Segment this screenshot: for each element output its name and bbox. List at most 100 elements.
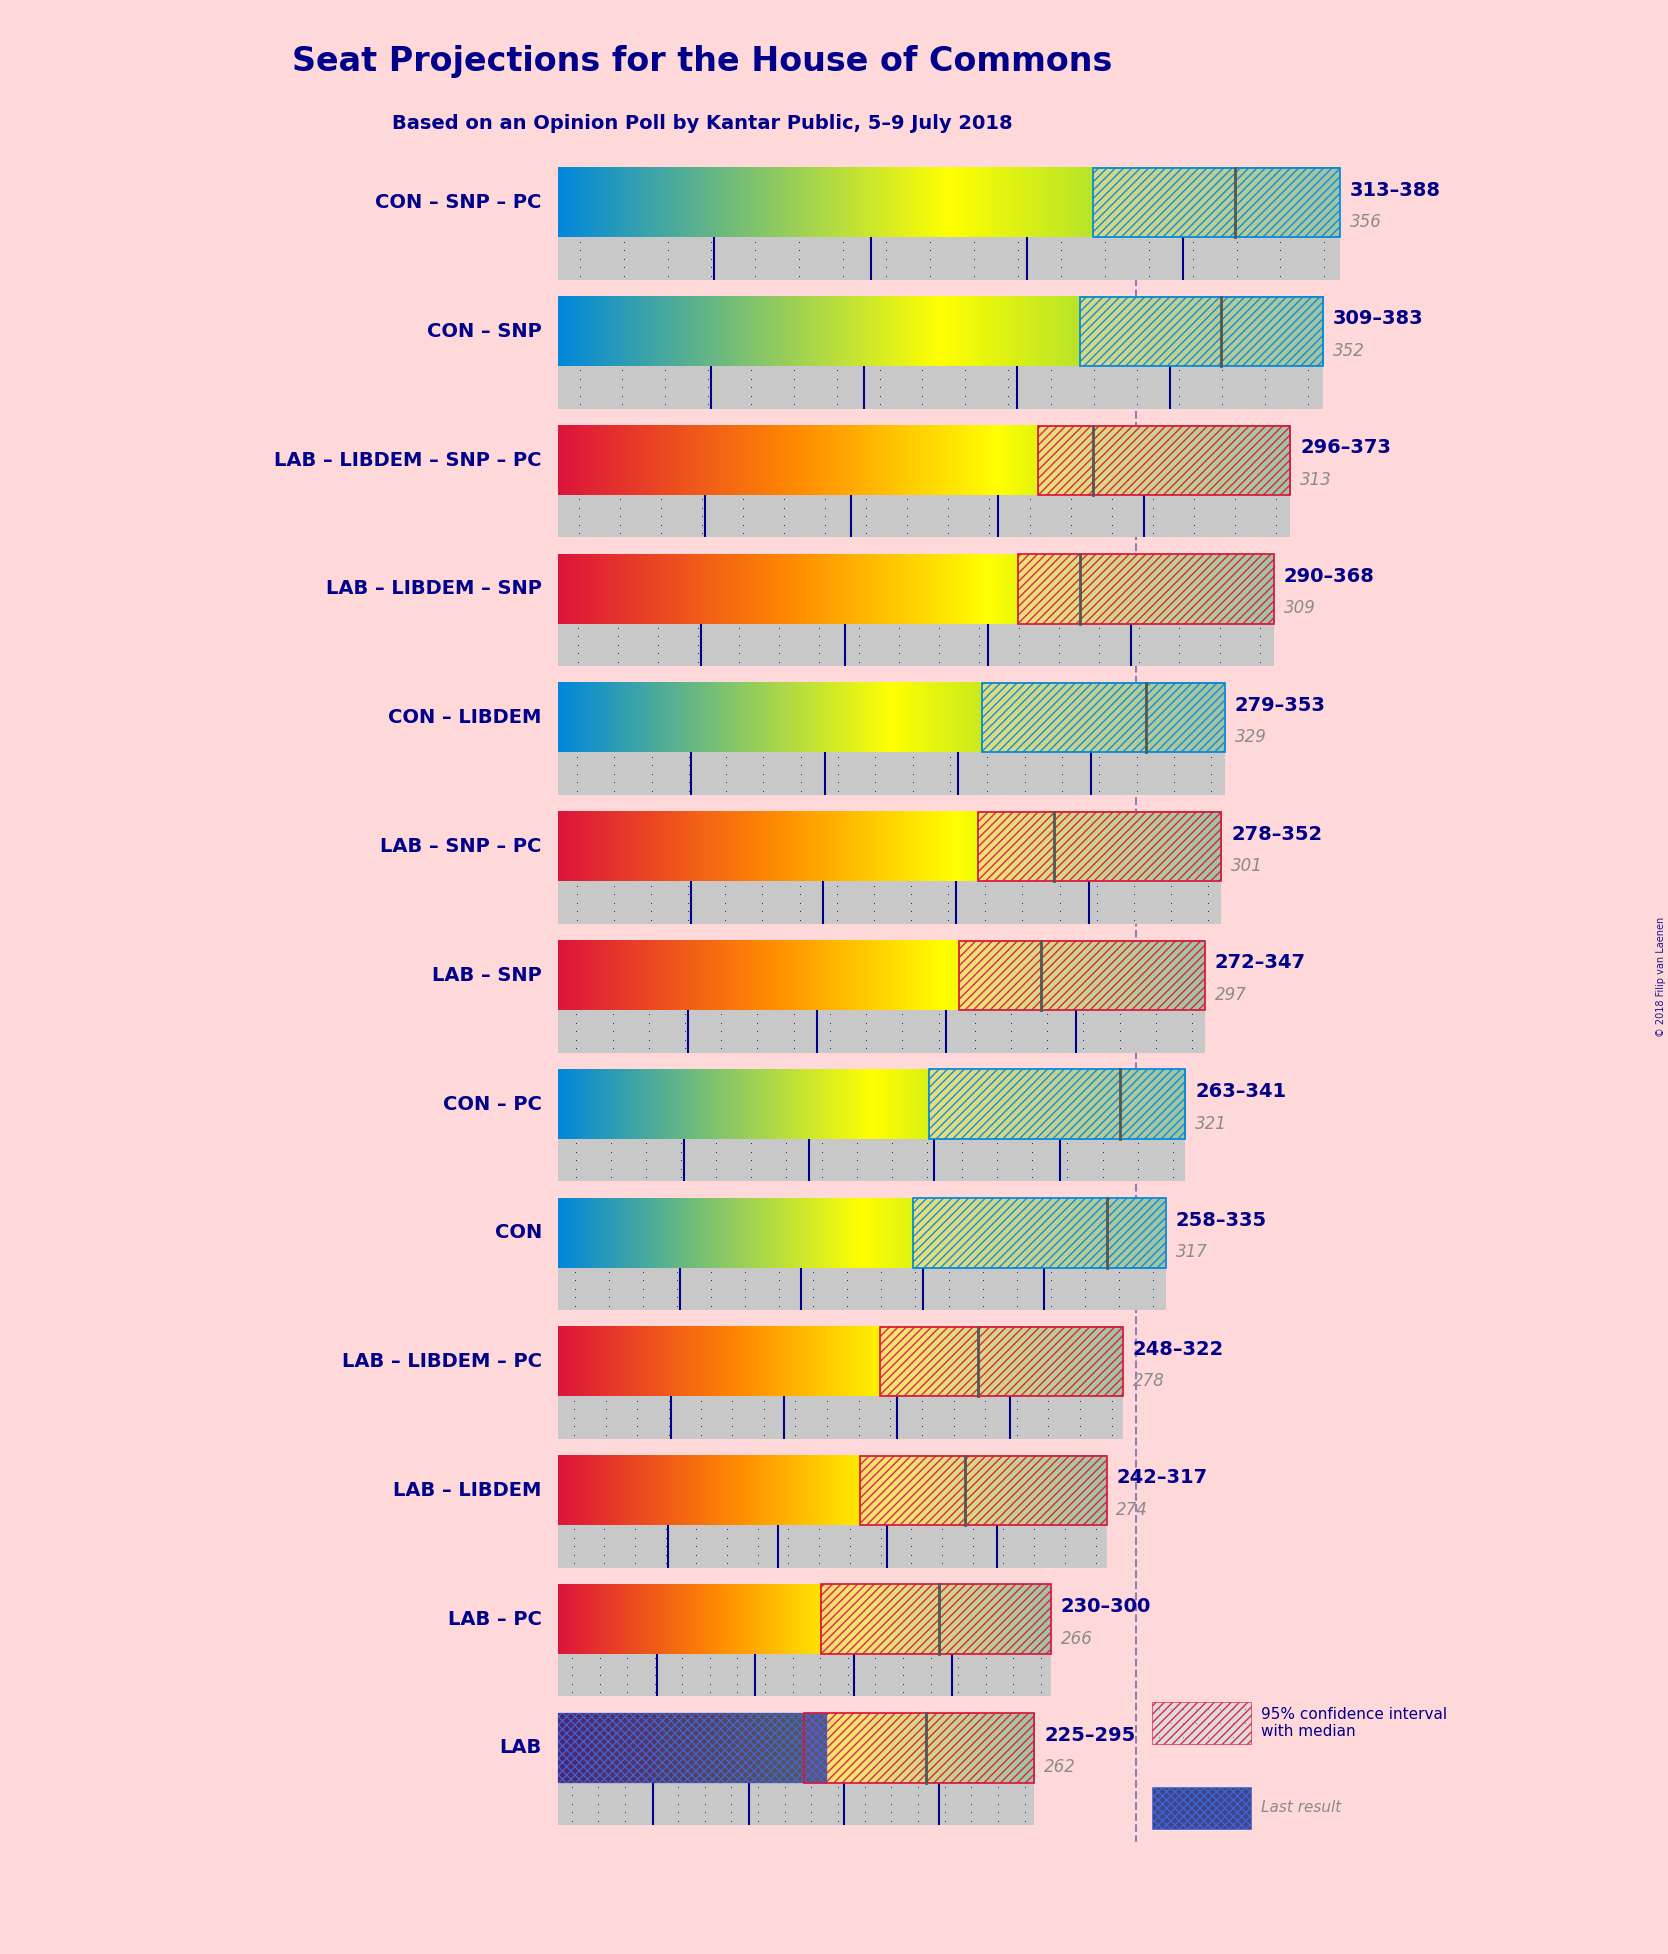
Bar <box>929 1069 1186 1139</box>
Text: Last result: Last result <box>1261 1800 1341 1815</box>
Bar <box>1081 297 1323 365</box>
Bar <box>929 1069 1186 1139</box>
Bar <box>861 1456 1106 1526</box>
Bar <box>1017 555 1274 623</box>
Bar <box>982 684 1224 752</box>
Bar <box>804 1714 1034 1782</box>
Text: 290–368: 290–368 <box>1284 567 1374 586</box>
Text: 278: 278 <box>1133 1372 1164 1389</box>
Bar <box>804 1714 1034 1782</box>
Bar <box>861 1456 1106 1526</box>
Text: 266: 266 <box>1061 1630 1093 1647</box>
Bar <box>559 236 1339 279</box>
Text: 262: 262 <box>1044 1759 1076 1776</box>
Bar <box>979 811 1221 881</box>
Text: 274: 274 <box>1116 1501 1148 1518</box>
Bar <box>982 684 1224 752</box>
Text: 313–388: 313–388 <box>1349 180 1441 199</box>
Bar <box>559 1010 1204 1053</box>
Text: 352: 352 <box>1333 342 1364 360</box>
Bar <box>559 1526 1106 1567</box>
Text: 278–352: 278–352 <box>1231 825 1323 844</box>
Text: CON – SNP – PC: CON – SNP – PC <box>375 193 542 213</box>
Bar <box>1094 168 1339 236</box>
Bar <box>959 940 1204 1010</box>
Text: LAB – LIBDEM – PC: LAB – LIBDEM – PC <box>342 1352 542 1372</box>
Text: Seat Projections for the House of Commons: Seat Projections for the House of Common… <box>292 45 1113 78</box>
Text: 279–353: 279–353 <box>1234 696 1326 715</box>
Text: 309–383: 309–383 <box>1333 309 1424 328</box>
Bar <box>929 1069 1186 1139</box>
Bar <box>959 940 1204 1010</box>
Text: 242–317: 242–317 <box>1116 1467 1208 1487</box>
Bar <box>559 623 1274 666</box>
Text: 313: 313 <box>1301 471 1333 488</box>
Bar <box>1094 168 1339 236</box>
Bar <box>979 811 1221 881</box>
Text: LAB: LAB <box>499 1739 542 1757</box>
Bar <box>1153 1786 1251 1829</box>
Bar <box>861 1456 1106 1526</box>
Text: LAB – SNP: LAB – SNP <box>432 965 542 985</box>
Bar <box>982 684 1224 752</box>
Text: 248–322: 248–322 <box>1133 1340 1224 1358</box>
Bar <box>912 1198 1166 1268</box>
Text: Based on an Opinion Poll by Kantar Public, 5–9 July 2018: Based on an Opinion Poll by Kantar Publi… <box>392 113 1012 133</box>
Bar <box>559 1714 827 1782</box>
Bar <box>912 1198 1166 1268</box>
Bar <box>559 1653 1051 1696</box>
Bar <box>1094 168 1339 236</box>
Bar <box>559 494 1291 537</box>
Bar <box>881 1327 1123 1397</box>
Text: 321: 321 <box>1196 1114 1228 1133</box>
Text: 297: 297 <box>1214 985 1246 1004</box>
Bar <box>559 1139 1186 1182</box>
Text: 329: 329 <box>1234 729 1266 746</box>
Bar <box>1017 555 1274 623</box>
Text: LAB – LIBDEM – SNP: LAB – LIBDEM – SNP <box>325 580 542 598</box>
Text: 301: 301 <box>1231 858 1263 875</box>
Text: CON – PC: CON – PC <box>444 1094 542 1114</box>
Text: LAB – PC: LAB – PC <box>449 1610 542 1630</box>
Text: 230–300: 230–300 <box>1061 1596 1151 1616</box>
Text: 356: 356 <box>1349 213 1381 231</box>
Bar <box>559 1714 827 1782</box>
Text: CON: CON <box>494 1223 542 1243</box>
Bar <box>979 811 1221 881</box>
Bar <box>912 1198 1166 1268</box>
Bar <box>559 365 1323 408</box>
Bar <box>821 1585 1051 1653</box>
Bar <box>1081 297 1323 365</box>
Bar <box>821 1585 1051 1653</box>
Text: 95% confidence interval
with median: 95% confidence interval with median <box>1261 1706 1446 1739</box>
Text: 258–335: 258–335 <box>1176 1211 1266 1229</box>
Bar <box>821 1585 1051 1653</box>
Text: CON – LIBDEM: CON – LIBDEM <box>389 707 542 727</box>
Bar <box>881 1327 1123 1397</box>
Bar <box>804 1714 1034 1782</box>
Text: LAB – LIBDEM – SNP – PC: LAB – LIBDEM – SNP – PC <box>274 451 542 469</box>
Text: 317: 317 <box>1176 1243 1208 1260</box>
Text: © 2018 Filip van Laenen: © 2018 Filip van Laenen <box>1656 916 1666 1038</box>
Text: 309: 309 <box>1284 600 1316 617</box>
Text: 272–347: 272–347 <box>1214 954 1306 973</box>
Bar <box>881 1327 1123 1397</box>
Bar <box>1081 297 1323 365</box>
Text: 225–295: 225–295 <box>1044 1725 1136 1745</box>
Bar <box>959 940 1204 1010</box>
Bar <box>559 1397 1123 1438</box>
Text: 296–373: 296–373 <box>1301 438 1391 457</box>
Bar <box>1037 426 1291 494</box>
Bar <box>559 1782 1034 1825</box>
Bar <box>1153 1702 1251 1743</box>
Bar <box>559 881 1221 924</box>
Bar <box>1017 555 1274 623</box>
Bar <box>1037 426 1291 494</box>
Text: 263–341: 263–341 <box>1196 1083 1286 1102</box>
Bar <box>559 1268 1166 1309</box>
Text: LAB – SNP – PC: LAB – SNP – PC <box>380 836 542 856</box>
Text: CON – SNP: CON – SNP <box>427 322 542 340</box>
Bar <box>559 752 1224 795</box>
Text: LAB – LIBDEM: LAB – LIBDEM <box>394 1481 542 1501</box>
Bar <box>1037 426 1291 494</box>
